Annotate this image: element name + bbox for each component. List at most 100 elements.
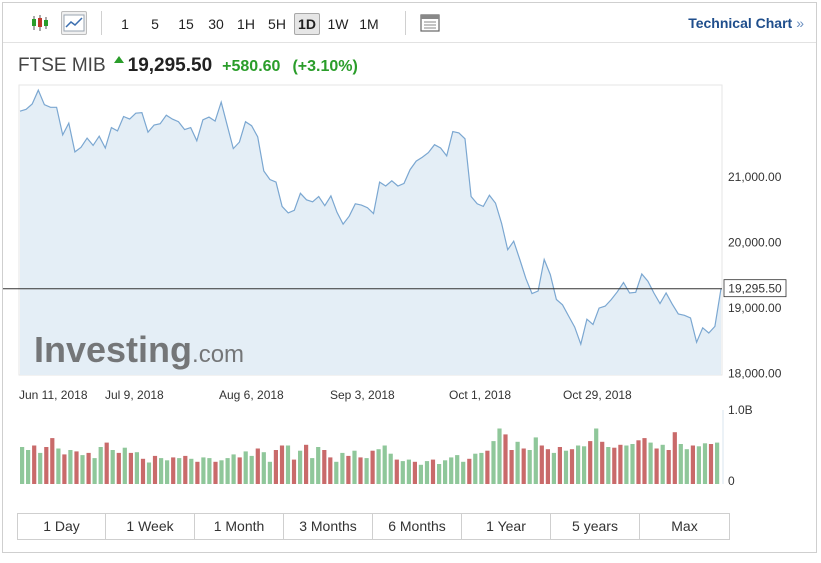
chart-widget: 1 5 15 30 1H 5H 1D 1W 1M Technical Chart» FTSE M…	[2, 2, 817, 553]
volume-bar	[267, 461, 272, 484]
volume-bar	[159, 458, 164, 484]
y-tick-label: 19,000.00	[728, 301, 782, 315]
volume-bar	[666, 450, 671, 484]
volume-bar	[152, 455, 158, 484]
volume-bar	[316, 447, 321, 484]
interval-1m[interactable]: 1M	[359, 16, 379, 32]
volume-bar	[594, 428, 599, 484]
range-1-year[interactable]: 1 Year	[462, 514, 551, 539]
volume-bar	[539, 445, 544, 484]
volume-bar	[310, 458, 315, 484]
logo-brand: Investing	[34, 329, 192, 370]
volume-bar	[189, 458, 194, 484]
volume-bar	[406, 459, 411, 484]
current-price-label: 19,295.50	[728, 282, 782, 296]
interval-1d[interactable]: 1D	[294, 13, 320, 35]
volume-bar	[291, 459, 297, 484]
instrument-name: FTSE MIB	[18, 55, 106, 76]
volume-bar	[473, 453, 478, 484]
volume-bar	[461, 461, 466, 484]
interval-15[interactable]: 15	[178, 16, 194, 32]
volume-bar	[346, 455, 351, 484]
volume-bar	[171, 457, 176, 484]
chart-settings-icon[interactable]	[417, 11, 443, 35]
volume-bar	[20, 447, 25, 484]
interval-30[interactable]: 30	[208, 16, 224, 32]
candlestick-chart-icon[interactable]	[27, 11, 53, 35]
volume-bar	[660, 444, 665, 484]
volume-bar	[376, 449, 381, 484]
volume-bar	[237, 457, 242, 484]
investing-logo: Investing.com	[34, 329, 244, 370]
volume-bar	[207, 458, 212, 484]
volume-bar	[648, 442, 653, 484]
volume-bar	[352, 450, 357, 484]
toolbar-separator	[405, 11, 406, 35]
volume-bar	[582, 446, 587, 484]
volume-bar	[455, 455, 460, 484]
range-5-years[interactable]: 5 years	[551, 514, 640, 539]
volume-bar	[298, 450, 303, 484]
volume-bar	[116, 452, 121, 484]
interval-1w[interactable]: 1W	[327, 16, 349, 32]
volume-bar	[424, 461, 430, 484]
volume-max-label: 1.0B	[728, 403, 753, 417]
up-arrow-icon	[113, 56, 124, 63]
price-chart[interactable]: Investing.com 19,295.50 21,000.00 20,000.…	[3, 3, 816, 508]
range-1-day[interactable]: 1 Day	[18, 514, 106, 539]
x-tick-label: Jul 9, 2018	[105, 388, 164, 402]
volume-bar	[708, 444, 714, 484]
volume-bar	[358, 457, 363, 484]
range-1-week[interactable]: 1 Week	[106, 514, 195, 539]
volume-bar	[430, 459, 436, 484]
volume-bar	[491, 441, 496, 484]
range-max[interactable]: Max	[640, 514, 729, 539]
volume-bar	[449, 457, 454, 484]
volume-bar	[74, 451, 79, 484]
interval-5h[interactable]: 5H	[268, 16, 286, 32]
x-tick-label: Jun 11, 2018	[19, 388, 88, 402]
volume-bar	[624, 445, 629, 484]
interval-1[interactable]: 1	[121, 16, 129, 32]
volume-bar	[467, 458, 472, 484]
volume-bar	[56, 448, 61, 484]
volume-bar	[551, 452, 556, 484]
volume-bar	[128, 452, 133, 484]
volume-bar	[98, 447, 103, 484]
volume-bar	[678, 444, 683, 484]
interval-5[interactable]: 5	[151, 16, 159, 32]
volume-zero-label: 0	[728, 474, 735, 488]
area-chart-icon[interactable]	[61, 11, 87, 35]
volume-bar	[497, 428, 502, 484]
technical-chart-link[interactable]: Technical Chart»	[688, 15, 804, 31]
volume-bar	[304, 444, 309, 484]
volume-bar	[110, 450, 115, 484]
volume-bar	[515, 441, 520, 484]
volume-bar	[418, 464, 423, 484]
time-range-selector: 1 Day 1 Week 1 Month 3 Months 6 Months 1 Year…	[17, 513, 730, 540]
volume-bar	[636, 440, 641, 484]
volume-bar	[122, 447, 127, 484]
price-change-percent: (+3.10%)	[292, 58, 358, 75]
volume-bar	[364, 458, 369, 484]
volume-bar	[273, 450, 278, 484]
volume-bar	[485, 450, 490, 484]
volume-bar	[479, 452, 484, 484]
range-6-months[interactable]: 6 Months	[373, 514, 462, 539]
quote-header: FTSE MIB 19,295.50 +580.60 (+3.10%)	[18, 55, 358, 79]
interval-1h[interactable]: 1H	[237, 16, 255, 32]
y-tick-label: 20,000.00	[728, 235, 782, 249]
volume-bar	[104, 442, 109, 484]
volume-bar	[279, 445, 285, 484]
chart-toolbar: 1 5 15 30 1H 5H 1D 1W 1M Technical Chart»	[3, 3, 816, 43]
volume-bar	[394, 459, 399, 484]
volume-bar	[38, 452, 43, 484]
technical-chart-label: Technical Chart	[688, 15, 793, 31]
volume-bar	[527, 450, 532, 484]
volume-bar	[443, 460, 448, 484]
volume-bar	[630, 444, 635, 484]
range-3-months[interactable]: 3 Months	[284, 514, 373, 539]
x-tick-label: Oct 1, 2018	[449, 388, 511, 402]
volume-bar	[400, 461, 405, 484]
range-1-month[interactable]: 1 Month	[195, 514, 284, 539]
